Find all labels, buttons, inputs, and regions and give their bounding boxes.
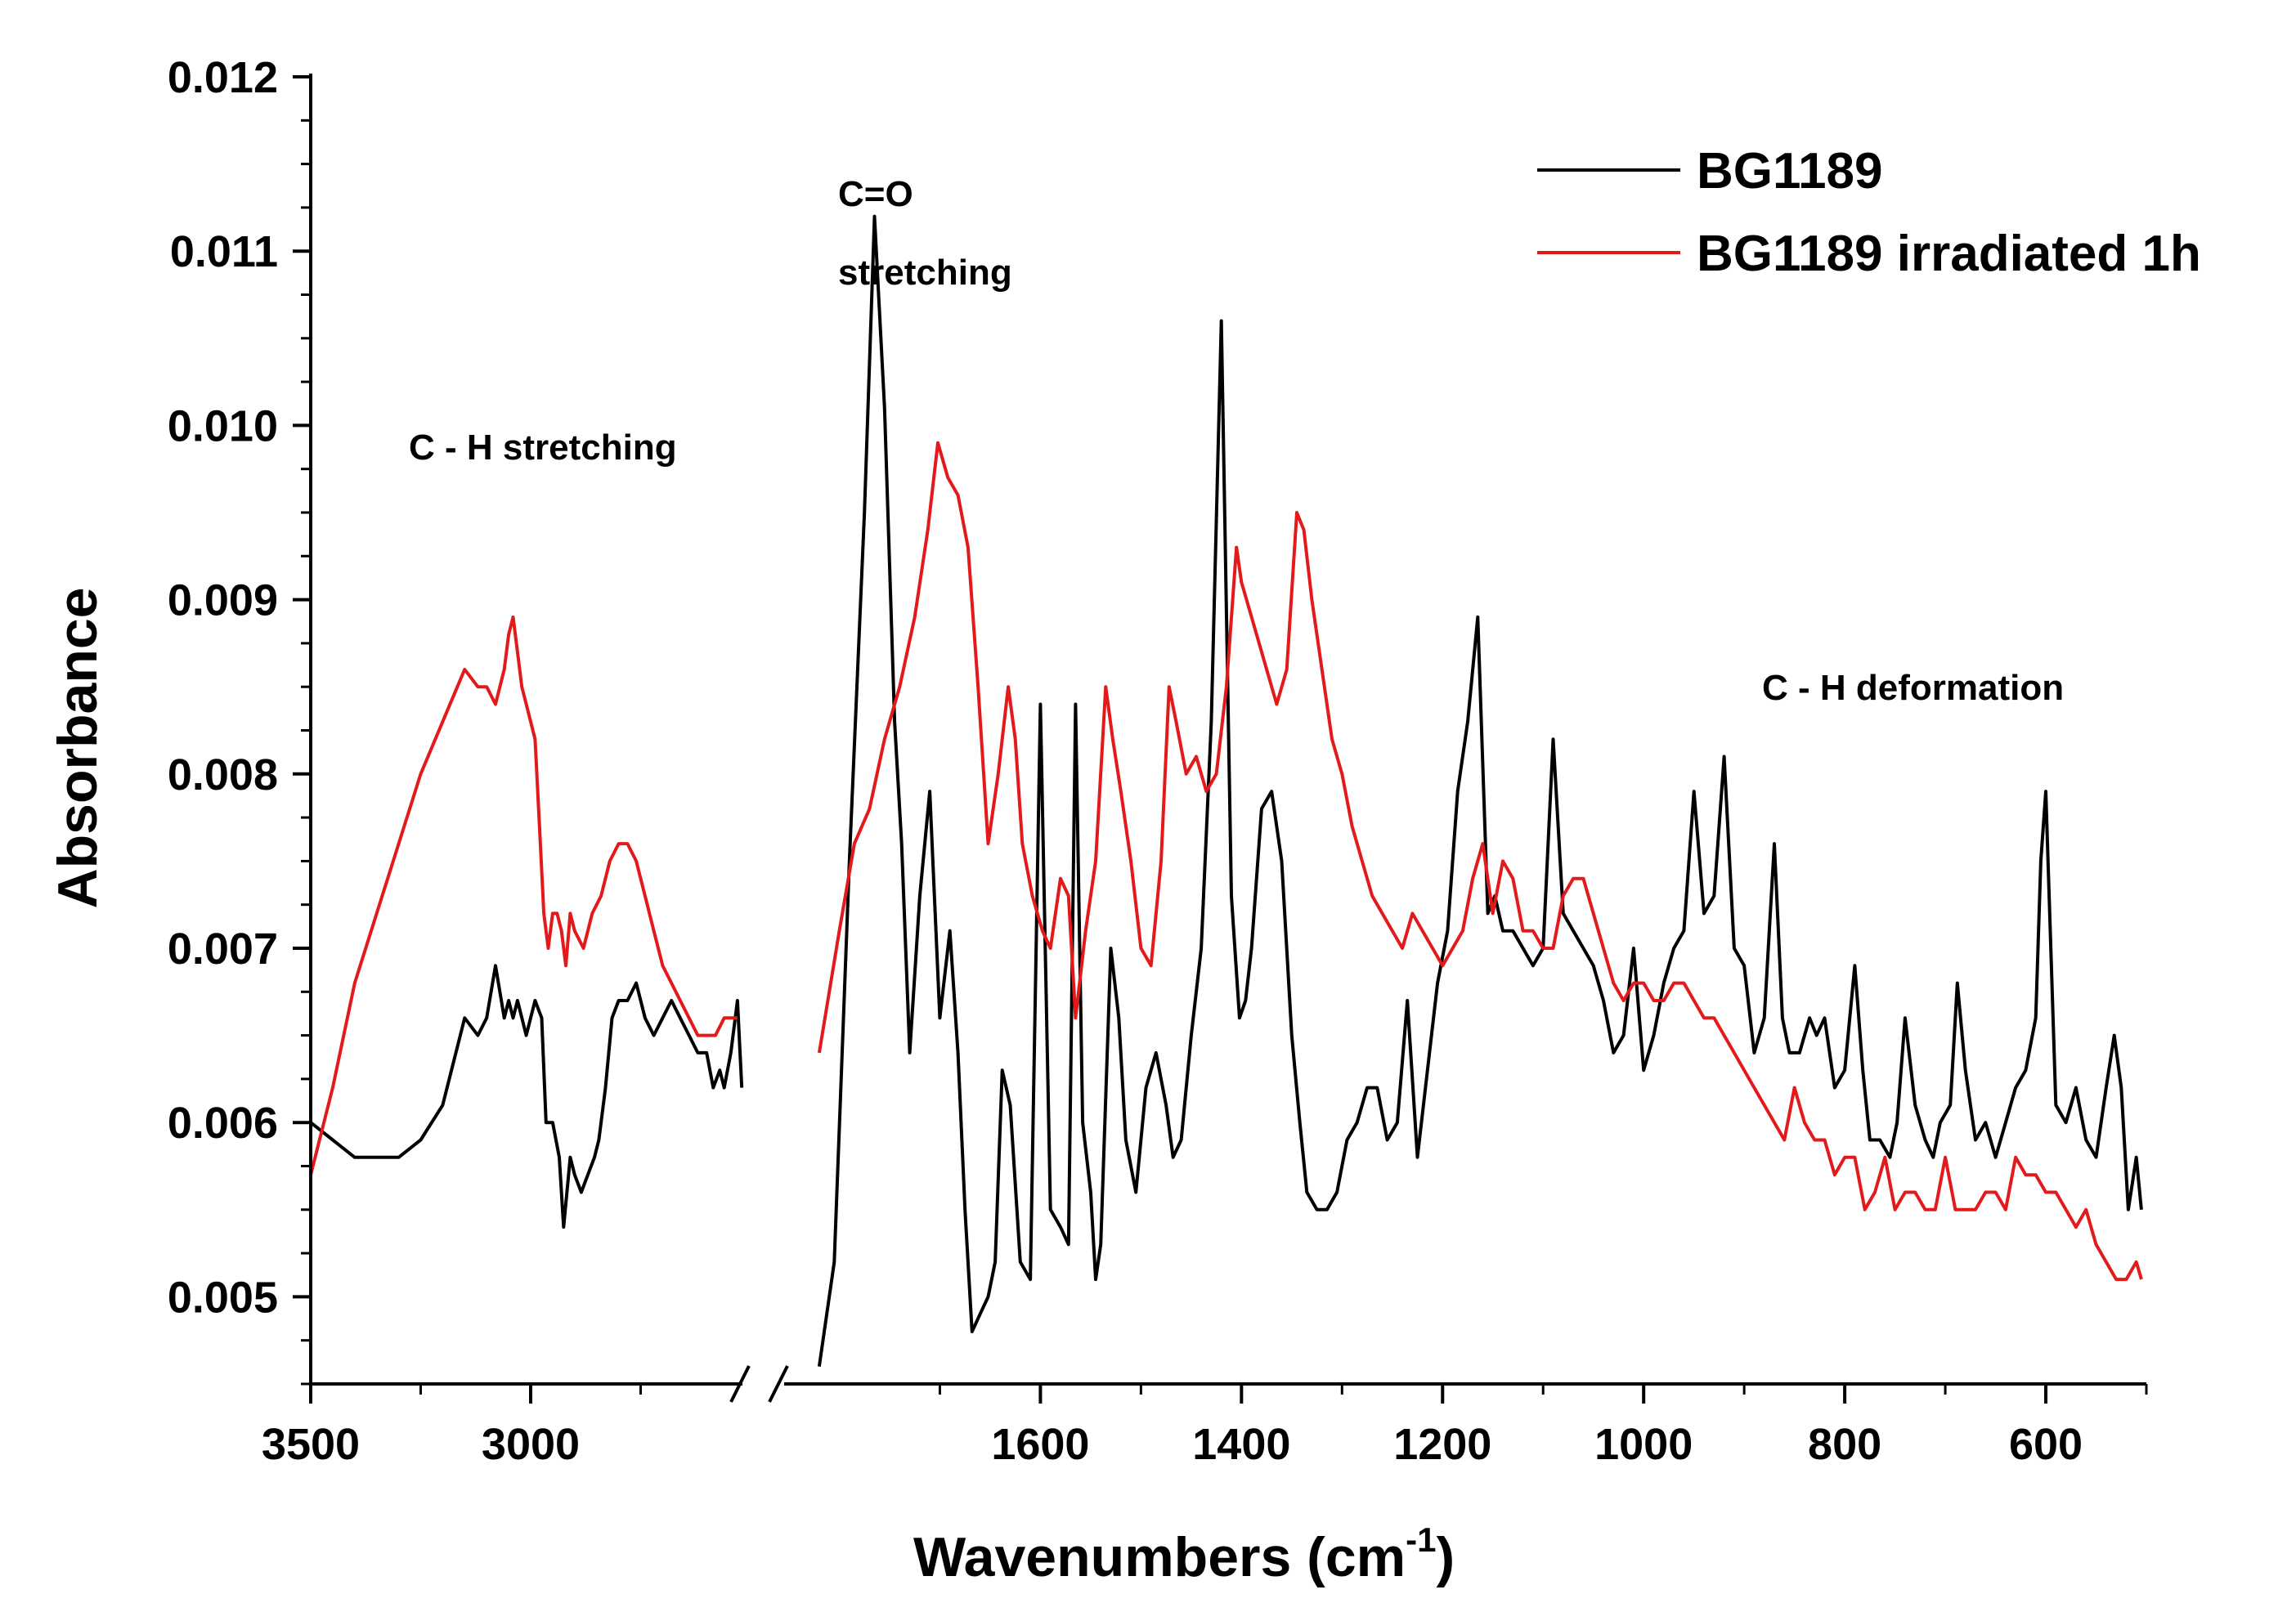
legend: BG1189 BG1189 irradiated 1h [1537, 143, 2201, 282]
y-tick-label: 0.006 [168, 1099, 278, 1148]
series-line-bg1189-irradiated-segment-2 [817, 441, 2143, 1282]
axis-break-mark-right [768, 1365, 789, 1403]
y-tick-label: 0.012 [168, 53, 278, 102]
y-tick-label: 0.007 [168, 925, 278, 974]
plot-lines [309, 214, 2143, 1367]
series-line-bg1189-irradiated-segment-1 [309, 615, 738, 1175]
series-line-bg1189-segment-1 [309, 964, 744, 1229]
y-tick-label: 0.005 [168, 1273, 278, 1322]
x-tick-label: 3000 [482, 1420, 580, 1469]
annotation-co: C=O [838, 174, 913, 214]
y-tick-label: 0.008 [168, 750, 278, 799]
legend-label-bg1189-irradiated: BG1189 irradiated 1h [1697, 226, 2201, 282]
x-axis-title: Wavenumbers (cm-1) [913, 1520, 1455, 1588]
annotation-stretching: stretching [838, 253, 1012, 293]
axis-break-mark-left [729, 1365, 751, 1403]
legend-label-bg1189: BG1189 [1697, 143, 1883, 199]
x-axis-title-close: ) [1436, 1526, 1455, 1588]
annotation-ch-deformation: C - H deformation [1762, 668, 2064, 708]
x-axis-title-superscript: -1 [1406, 1520, 1436, 1559]
series-line-bg1189-segment-2 [817, 214, 2143, 1367]
x-tick-label: 1600 [991, 1420, 1089, 1469]
x-tick-label: 1400 [1192, 1420, 1290, 1469]
x-tick-label: 800 [1808, 1420, 1881, 1469]
tick-labels: 0.005 0.006 0.007 0.008 0.009 0.010 0.011 0.012… [168, 53, 2083, 1469]
y-tick-label: 0.010 [168, 401, 278, 450]
annotation-ch-stretching: C - H stretching [409, 428, 677, 468]
x-axis-title-main: Wavenumbers (cm [913, 1526, 1406, 1588]
axes [293, 74, 2148, 1404]
y-tick-label: 0.011 [170, 227, 278, 276]
y-tick-label: 0.009 [168, 576, 278, 625]
x-tick-label: 600 [2009, 1420, 2083, 1469]
y-axis-title: Absorbance [47, 588, 109, 909]
annotations: C - H stretching C=O stretching C - H de… [409, 174, 2064, 708]
x-tick-label: 1000 [1594, 1420, 1693, 1469]
x-tick-label: 3500 [262, 1420, 360, 1469]
x-tick-label: 1200 [1393, 1420, 1491, 1469]
